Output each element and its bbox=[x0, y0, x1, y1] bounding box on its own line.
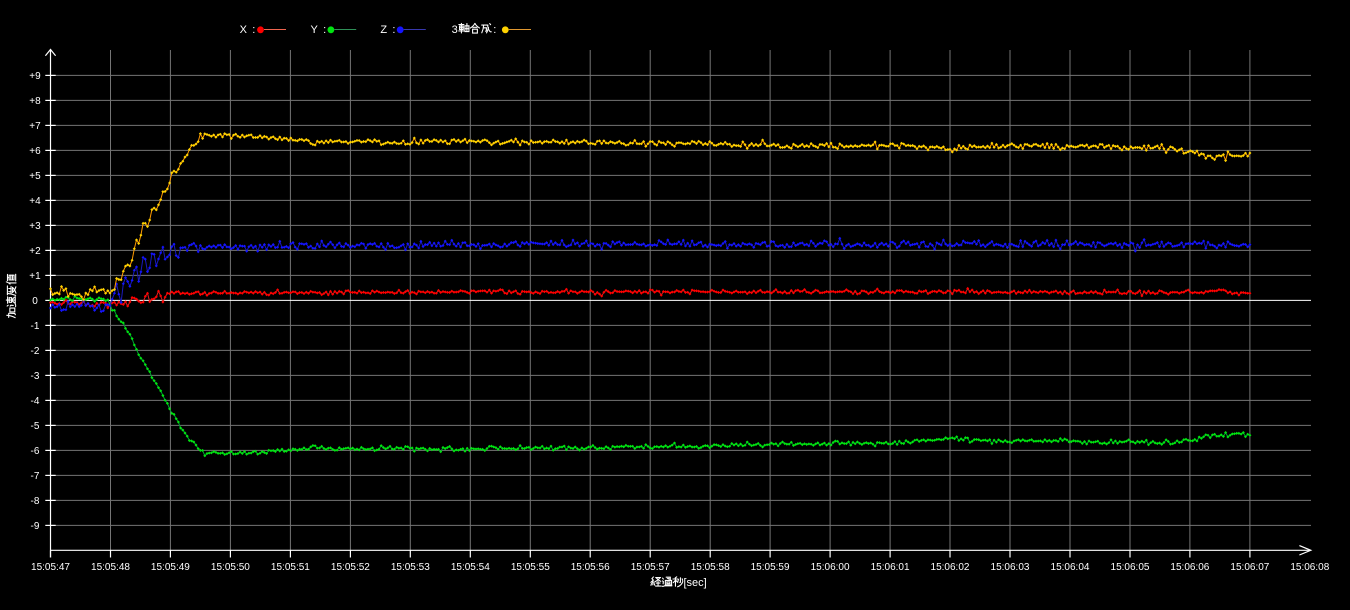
svg-text:15:06:07: 15:06:07 bbox=[1230, 562, 1269, 573]
svg-text:+3: +3 bbox=[29, 221, 41, 232]
svg-text:15:05:48: 15:05:48 bbox=[91, 562, 130, 573]
svg-text:Y: Y bbox=[311, 24, 319, 36]
svg-text:-8: -8 bbox=[31, 496, 40, 507]
svg-text:15:05:53: 15:05:53 bbox=[391, 562, 430, 573]
svg-text::: : bbox=[252, 24, 255, 36]
svg-text:15:05:51: 15:05:51 bbox=[271, 562, 310, 573]
svg-text:-6: -6 bbox=[31, 446, 40, 457]
svg-text:15:06:02: 15:06:02 bbox=[931, 562, 970, 573]
svg-text:+4: +4 bbox=[29, 196, 41, 207]
svg-text:[sec]: [sec] bbox=[683, 577, 706, 589]
svg-text:15:05:47: 15:05:47 bbox=[31, 562, 70, 573]
svg-text:15:06:05: 15:06:05 bbox=[1111, 562, 1150, 573]
svg-text:0: 0 bbox=[32, 296, 38, 307]
svg-text:X: X bbox=[240, 24, 248, 36]
svg-text:+8: +8 bbox=[29, 96, 41, 107]
svg-text:15:05:57: 15:05:57 bbox=[631, 562, 670, 573]
svg-text:15:05:52: 15:05:52 bbox=[331, 562, 370, 573]
svg-text:-3: -3 bbox=[31, 371, 40, 382]
svg-text:+2: +2 bbox=[29, 246, 41, 257]
svg-text:+7: +7 bbox=[29, 121, 41, 132]
svg-text:-4: -4 bbox=[31, 396, 40, 407]
svg-text:15:06:06: 15:06:06 bbox=[1170, 562, 1209, 573]
svg-text::: : bbox=[493, 24, 496, 36]
svg-text:15:05:54: 15:05:54 bbox=[451, 562, 490, 573]
svg-text:15:05:49: 15:05:49 bbox=[151, 562, 190, 573]
svg-text:15:06:03: 15:06:03 bbox=[991, 562, 1030, 573]
svg-text:-5: -5 bbox=[31, 421, 40, 432]
svg-text:-7: -7 bbox=[31, 471, 40, 482]
svg-text:15:05:56: 15:05:56 bbox=[571, 562, 610, 573]
svg-text:3: 3 bbox=[452, 24, 458, 36]
svg-text:-1: -1 bbox=[31, 321, 40, 332]
svg-text:-2: -2 bbox=[31, 346, 40, 357]
svg-text:15:06:00: 15:06:00 bbox=[811, 562, 850, 573]
svg-text:15:06:08: 15:06:08 bbox=[1290, 562, 1329, 573]
svg-text:+1: +1 bbox=[29, 271, 41, 282]
svg-text:+9: +9 bbox=[29, 71, 41, 82]
svg-text:15:05:55: 15:05:55 bbox=[511, 562, 550, 573]
svg-text:15:06:01: 15:06:01 bbox=[871, 562, 910, 573]
svg-text:15:06:04: 15:06:04 bbox=[1051, 562, 1090, 573]
svg-text:15:05:58: 15:05:58 bbox=[691, 562, 730, 573]
svg-text:15:05:50: 15:05:50 bbox=[211, 562, 250, 573]
svg-text:15:05:59: 15:05:59 bbox=[751, 562, 790, 573]
svg-text:Z: Z bbox=[380, 24, 387, 36]
svg-text:+5: +5 bbox=[29, 171, 41, 182]
svg-text:-9: -9 bbox=[31, 521, 40, 532]
svg-text:+6: +6 bbox=[29, 146, 41, 157]
svg-text::: : bbox=[392, 24, 395, 36]
svg-text::: : bbox=[323, 24, 326, 36]
